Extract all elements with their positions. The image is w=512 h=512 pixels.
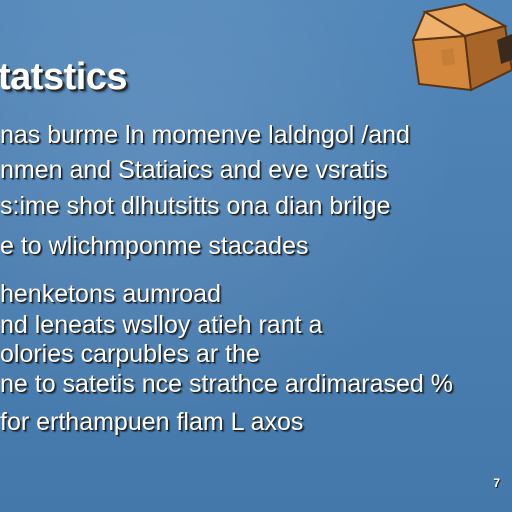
slide-text-line-2: nmen and Statiaics and eve vsratis [0, 156, 388, 184]
slide-text-line-6: nd leneats wslloy atieh rant a [0, 311, 323, 339]
slide-text-line-4: e to wlichmponme stacades [0, 232, 309, 260]
cardboard-box-icon [411, 2, 512, 92]
slide-text-line-9: for erthampuen flam L axos [0, 408, 304, 436]
slide-text-line-8: ne to satetis nce strathce ardimarased % [0, 370, 454, 398]
slide-text-line-1: nas burme ln momenve laldngol /and [0, 121, 410, 149]
slide-title: tatstics [0, 56, 128, 98]
page-number: 7 [493, 476, 500, 490]
slide-text-line-5: henketons aumroad [0, 280, 221, 308]
slide-text-line-7: olories carpubles ar the [0, 340, 260, 368]
slide-text-line-3: s:ime shot dlhutsitts ona dian brilge [0, 192, 391, 220]
